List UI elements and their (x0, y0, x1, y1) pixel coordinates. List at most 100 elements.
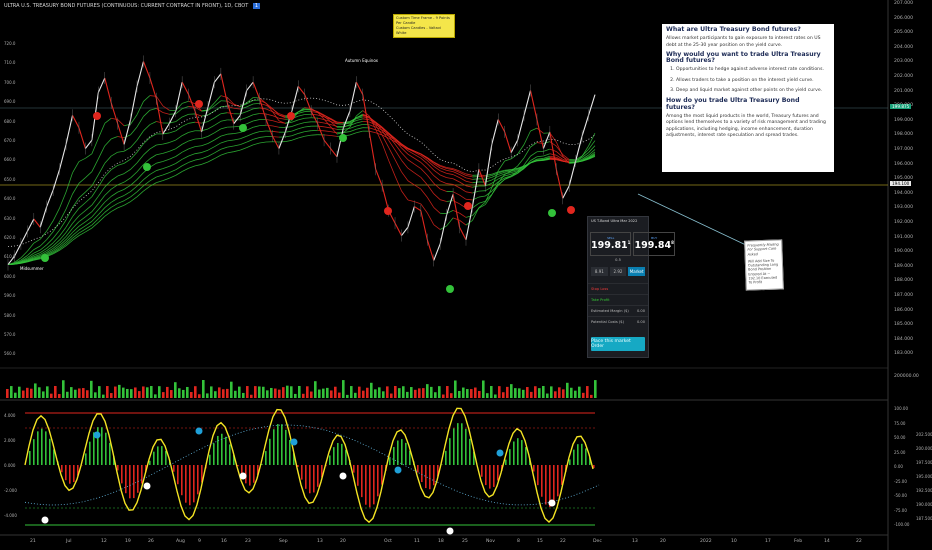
ribbon-segment (362, 116, 370, 119)
ribbon-segment (356, 118, 363, 121)
stop-loss-toggle[interactable]: Stop Loss (591, 287, 609, 291)
ribbon-segment (52, 221, 60, 232)
volume-bar (194, 386, 197, 398)
ribbon-segment (491, 176, 499, 181)
buy-price-button[interactable]: BUY 199.848 (633, 232, 675, 256)
osc-histogram-bar (177, 465, 179, 485)
osc-histogram-bar (449, 438, 451, 465)
ribbon-segment (123, 177, 131, 183)
ribbon-segment (394, 140, 402, 149)
ribbon-segment (110, 184, 118, 190)
osc-histogram-bar (581, 443, 583, 465)
ribbon-segment (491, 172, 499, 176)
ribbon-segment (536, 127, 544, 134)
ribbon-segment (459, 174, 467, 179)
ribbon-segment (472, 207, 480, 216)
ribbon-segment (420, 168, 428, 176)
ribbon-segment (181, 155, 189, 160)
ribbon-segment (136, 130, 144, 141)
volume-bar (146, 387, 149, 398)
info-heading-1: What are Ultra Treasury Bond futures? (666, 26, 801, 33)
ribbon-segment (291, 119, 299, 123)
osc-right-axis2-label: 187.500 (916, 516, 932, 521)
chart-title: ULTRA U.S. TREASURY BOND FUTURES (CONTIN… (4, 3, 261, 9)
ribbon-segment (388, 147, 396, 160)
price-axis-label: 198.000 (894, 132, 913, 138)
osc-histogram-bar (545, 465, 547, 505)
ribbon-segment (498, 177, 505, 183)
quantity-input-2[interactable]: 2.92 (609, 267, 627, 276)
osc-blue-dot (195, 427, 203, 435)
signal-dot (93, 112, 101, 120)
price-axis-label: 189.000 (894, 263, 913, 269)
ribbon-segment (123, 191, 131, 196)
osc-histogram-bar (473, 451, 475, 465)
ribbon-segment (111, 203, 118, 208)
ribbon-segment (188, 138, 196, 142)
osc-white-dot (239, 472, 247, 480)
osc-histogram-bar (253, 465, 255, 483)
ribbon-segment (207, 139, 215, 144)
ribbon-segment (433, 162, 441, 167)
ribbon-segment (588, 140, 596, 150)
buy-label: BUY (651, 236, 658, 241)
market-order-tab[interactable]: Market (628, 267, 646, 276)
ribbon-segment (498, 169, 505, 173)
volume-bar (446, 386, 449, 398)
ribbon-segment (72, 229, 80, 236)
ribbon-segment (78, 157, 86, 162)
ribbon-segment (98, 201, 106, 211)
ribbon-segment (265, 119, 273, 121)
osc-histogram-bar (521, 440, 523, 465)
ribbon-segment (304, 125, 312, 128)
time-axis-label: Nov (486, 539, 495, 544)
ribbon-segment (20, 258, 28, 263)
price-segment (13, 243, 22, 257)
take-profit-toggle[interactable]: Take Profit (591, 298, 610, 302)
ribbon-segment (401, 159, 409, 169)
ribbon-segment (259, 130, 267, 133)
ribbon-segment (511, 170, 518, 173)
osc-histogram-bar (389, 457, 391, 465)
price-axis-label: 199.000 (894, 117, 913, 123)
signal-dot (143, 163, 151, 171)
time-axis-label: Dec (593, 539, 602, 544)
ribbon-segment (394, 175, 402, 192)
left-axis-label: 610.0 (4, 254, 16, 260)
ribbon-segment (433, 183, 441, 190)
osc-histogram-bar (209, 454, 211, 465)
price-segment (175, 82, 183, 112)
order-panel-title: US T-Bond Ultra Mar 2022 (591, 219, 638, 223)
ribbon-segment (14, 259, 22, 264)
volume-bar (414, 389, 417, 398)
ribbon-segment (459, 170, 467, 175)
osc-histogram-bar (461, 423, 463, 465)
ribbon-segment (530, 127, 538, 132)
price-segment (426, 239, 435, 261)
sell-price-button[interactable]: SELL 199.811 (590, 232, 632, 256)
ribbon-segment (588, 156, 596, 160)
price-segment (355, 81, 364, 95)
time-axis-label: 23 (245, 539, 251, 544)
ribbon-segment (459, 219, 467, 226)
osc-right-axis-label: -75.00 (894, 507, 907, 513)
place-order-button[interactable]: Place this market Order (591, 337, 645, 351)
volume-bar (314, 381, 317, 398)
ribbon-segment (543, 141, 550, 144)
signal-dot (548, 209, 556, 217)
ribbon-segment (104, 138, 112, 147)
osc-histogram-bar (189, 465, 191, 506)
ribbon-segment (143, 109, 151, 117)
ribbon-segment (72, 215, 80, 224)
ribbon-segment (91, 158, 99, 172)
volume-bar (574, 390, 577, 398)
ribbon-segment (97, 195, 106, 205)
volume-bar (378, 387, 381, 398)
ribbon-segment (136, 172, 144, 180)
osc-histogram-bar (497, 465, 499, 481)
ribbon-segment (440, 165, 447, 168)
ribbon-segment (59, 241, 67, 248)
quantity-input[interactable]: 8.91 (591, 267, 608, 276)
ribbon-segment (72, 235, 80, 241)
